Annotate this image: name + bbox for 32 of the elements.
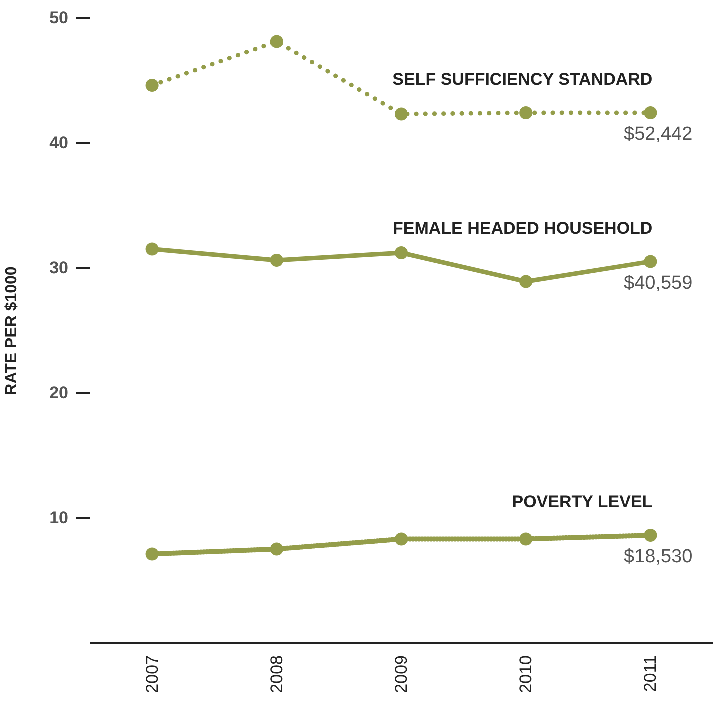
- point: [394, 532, 408, 546]
- y-tick-label: 20: [50, 384, 68, 402]
- x-tick-label: 2008: [267, 656, 286, 694]
- point: [644, 106, 658, 120]
- point: [644, 255, 658, 268]
- point: [270, 35, 284, 48]
- point: [520, 106, 533, 120]
- point: [146, 78, 159, 92]
- point: [394, 108, 408, 121]
- point: [520, 532, 533, 546]
- x-tick-label: 2007: [142, 656, 162, 694]
- point: [644, 528, 658, 542]
- y-tick-label: 10: [50, 508, 68, 528]
- point: [146, 242, 159, 256]
- annotation: $40,559: [624, 272, 693, 294]
- point: [270, 254, 284, 268]
- x-tick-label: 2011: [641, 656, 660, 692]
- point: [394, 246, 408, 260]
- annotation: $52,442: [624, 124, 693, 145]
- y-axis-title: RATE PER $1000: [4, 266, 21, 396]
- x-tick-label: 2009: [392, 656, 411, 694]
- annotation: $18,530: [624, 546, 693, 568]
- point: [270, 542, 284, 556]
- series-label: FEMALE HEADED HOUSEHOLD: [392, 218, 653, 238]
- y-tick-label: 30: [50, 258, 68, 278]
- point: [520, 275, 533, 288]
- y-tick-label: 40: [50, 134, 68, 152]
- y-tick-label: 50: [50, 8, 68, 28]
- x-tick-label: 2010: [516, 656, 536, 694]
- point: [146, 548, 159, 561]
- series-label: POVERTY LEVEL: [512, 492, 653, 512]
- series-label: SELF SUFFICIENCY STANDARD: [392, 70, 653, 89]
